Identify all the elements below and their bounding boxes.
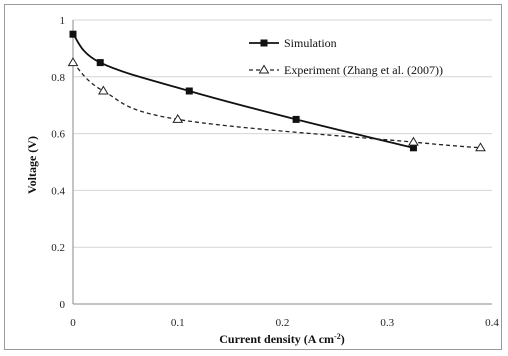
y-tick-label: 1 xyxy=(60,15,66,27)
data-point-triangle xyxy=(172,113,184,123)
x-axis-title: Current density (A cm-2) xyxy=(219,332,344,346)
data-point-triangle xyxy=(97,85,109,95)
axes xyxy=(72,20,492,305)
legend-simulation-label: Simulation xyxy=(284,36,337,50)
legend-experiment-label: Experiment (Zhang et al. (2007)) xyxy=(284,63,443,77)
legend-simulation-marker xyxy=(260,39,268,47)
series-line xyxy=(72,62,481,149)
x-tick-label: 0.2 xyxy=(276,317,290,329)
legend-experiment-marker xyxy=(258,64,270,74)
x-tick-label: 0 xyxy=(70,317,76,329)
series-simulation xyxy=(69,30,417,152)
x-tick-label: 0.4 xyxy=(485,317,499,329)
legend: Simulation Experiment (Zhang et al. (200… xyxy=(249,36,443,77)
data-point-square xyxy=(185,87,193,95)
data-point-triangle xyxy=(408,136,419,146)
data-point-square xyxy=(409,144,417,152)
y-tick-label: 0.4 xyxy=(51,185,65,197)
data-point-triangle xyxy=(67,57,79,67)
x-tick-labels: 0 0.1 0.2 0.3 0.4 xyxy=(70,317,499,329)
data-point-triangle xyxy=(475,142,486,152)
series-experiment xyxy=(67,57,486,152)
y-tick-label: 0.2 xyxy=(51,242,65,254)
chart-frame xyxy=(4,4,502,350)
y-tick-label: 0.6 xyxy=(51,129,65,141)
y-axis-title: Voltage (V) xyxy=(25,136,39,194)
y-tick-labels: 0 0.2 0.4 0.6 0.8 1 xyxy=(51,15,65,311)
data-point-square xyxy=(96,59,104,67)
legend-item-experiment: Experiment (Zhang et al. (2007)) xyxy=(249,63,443,77)
legend-item-simulation: Simulation xyxy=(249,36,337,50)
data-point-square xyxy=(69,30,77,38)
series-group xyxy=(67,30,486,152)
x-tick-label: 0.3 xyxy=(380,317,394,329)
y-tick-label: 0.8 xyxy=(51,72,65,84)
data-point-square xyxy=(292,115,300,123)
y-tick-label: 0 xyxy=(60,299,66,311)
x-tick-label: 0.1 xyxy=(171,317,185,329)
series-line xyxy=(72,33,414,149)
grid-lines xyxy=(73,19,492,248)
